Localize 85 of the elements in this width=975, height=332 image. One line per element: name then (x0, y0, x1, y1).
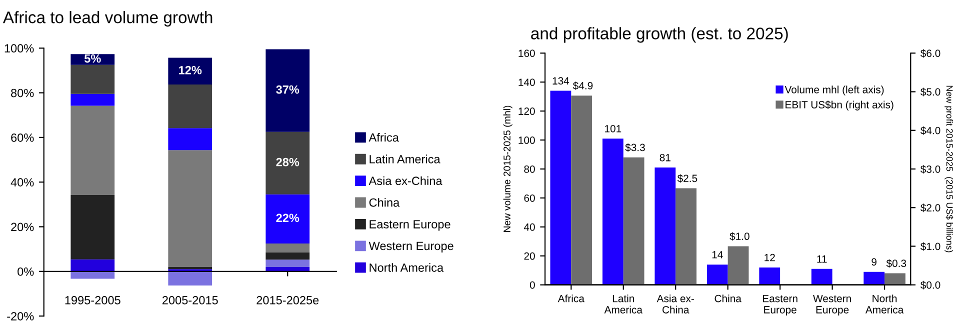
x-tick-label: Africa (558, 294, 584, 302)
legend-label: EBIT US$bn (right axis) (786, 100, 894, 110)
x-tick-label: 1995-2005 (65, 296, 120, 304)
bar (168, 84, 212, 128)
y-tick-label: 160 (518, 50, 535, 57)
legend-label: North America (370, 263, 444, 272)
data-label: 101 (605, 124, 622, 132)
bar (168, 58, 212, 85)
data-label: 14 (712, 251, 723, 258)
chart-title: Africa to lead volume growth (2, 11, 212, 27)
data-label: 81 (660, 154, 670, 162)
y2-tick-label: $0.0 (920, 280, 940, 290)
y2-tick-label: $1.0 (920, 242, 940, 251)
y-tick-label: -20% (7, 312, 34, 320)
x-tick-label: Latin America (604, 294, 642, 314)
bar (266, 132, 310, 194)
data-label: $1.0 (730, 232, 750, 241)
y-axis-title: New volume 2015-2025 (mhl) (503, 106, 512, 232)
y-tick-label: 120 (518, 108, 535, 115)
y2-tick-label: $4.0 (920, 126, 940, 135)
chart-title: and profitable growth (est. to 2025) (531, 27, 788, 43)
data-label: 37% (276, 85, 300, 94)
legend-label: China (369, 198, 400, 207)
legend-label: Africa (368, 132, 399, 142)
x-tick-label: China (714, 294, 742, 302)
y2-tick-label: $6.0 (920, 49, 940, 58)
bar (266, 244, 310, 252)
x-tick-label: Western Europe (813, 294, 851, 316)
y-tick-label: 100% (4, 44, 34, 53)
y-tick-label: 80% (11, 88, 34, 98)
legend-label: Latin America (370, 154, 440, 164)
y-tick-label: 0 (530, 281, 535, 289)
y-tick-label: 60% (11, 133, 34, 142)
bar (168, 128, 212, 150)
y-tick-label: 40 (524, 223, 535, 231)
legend-label: Volume mhl (left axis) (784, 86, 884, 96)
bar (266, 194, 310, 244)
y2-axis-title: New profit 2015-2025 (2015 US$ billions) (944, 86, 954, 252)
data-label: 28% (276, 158, 300, 166)
y-tick-label: 0% (18, 267, 34, 276)
x-tick-label: Eastern Europe (762, 294, 798, 316)
bar (266, 266, 310, 272)
data-label: 5% (84, 54, 101, 63)
legend-label: Asia ex-China (368, 176, 442, 186)
y-tick-label: 140 (518, 78, 535, 86)
y2-tick-label: $5.0 (920, 88, 940, 96)
bar (266, 260, 310, 267)
bar (266, 252, 310, 260)
data-label: 134 (552, 77, 570, 85)
x-tick-label: Asia ex- China (656, 294, 694, 314)
bar (70, 195, 115, 260)
bar (759, 267, 780, 285)
data-label: 12% (179, 66, 202, 74)
x-tick-label: North America (865, 294, 904, 314)
legend-label: Eastern Europe (370, 220, 450, 231)
y-tick-label: 40% (10, 178, 34, 186)
bar (70, 94, 115, 106)
y-tick-label: 20 (524, 252, 535, 260)
bar (70, 259, 115, 272)
bar (168, 271, 212, 286)
bar (70, 106, 115, 196)
data-label: $2.5 (677, 174, 698, 183)
y2-tick-label: $2.0 (920, 204, 940, 212)
y2-tick-label: $3.0 (920, 165, 940, 174)
y-tick-label: 20% (11, 222, 34, 232)
data-label: $3.3 (625, 143, 645, 152)
data-label: 12 (764, 254, 775, 262)
bar (70, 54, 115, 65)
bar (168, 150, 212, 267)
bar (266, 49, 310, 132)
y-tick-label: 60 (524, 194, 535, 202)
legend-label: Western Europe (368, 242, 454, 252)
bar (168, 266, 212, 270)
bar (70, 64, 115, 94)
y-tick-label: 100 (518, 136, 535, 144)
data-label: 22% (276, 214, 300, 222)
bar (70, 271, 115, 279)
data-label: 9 (872, 258, 876, 266)
data-label: $0.3 (886, 259, 906, 268)
bar (811, 268, 832, 285)
x-tick-label: 2005-2015 (162, 296, 218, 304)
data-label: $4.9 (572, 82, 593, 90)
data-label: 11 (817, 255, 827, 263)
y-tick-label: 80 (524, 165, 535, 173)
x-tick-label: 2015-2025e (256, 296, 319, 304)
